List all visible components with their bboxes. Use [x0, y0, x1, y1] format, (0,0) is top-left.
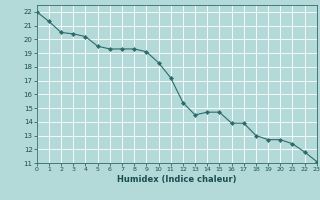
X-axis label: Humidex (Indice chaleur): Humidex (Indice chaleur)	[117, 175, 236, 184]
